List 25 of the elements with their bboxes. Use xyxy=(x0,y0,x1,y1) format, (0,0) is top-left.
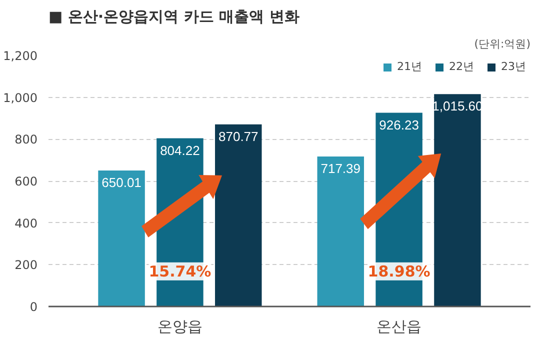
y-tick-label: 200 xyxy=(14,258,38,272)
legend-label: 23년 xyxy=(501,59,526,74)
legend-label: 21년 xyxy=(397,59,422,74)
legend-label: 22년 xyxy=(449,59,474,74)
data-label: 926.23 xyxy=(379,117,419,132)
data-label: 650.01 xyxy=(102,175,142,190)
bar xyxy=(434,94,481,306)
bar xyxy=(98,170,145,306)
y-tick-label: 1,000 xyxy=(3,90,38,105)
y-tick-label: 800 xyxy=(14,132,38,147)
text: (단위:억원) xyxy=(474,38,531,50)
bar xyxy=(215,124,262,306)
y-tick-label: 400 xyxy=(14,216,38,230)
data-label: 870.77 xyxy=(218,128,258,144)
annotation: 15.74% xyxy=(148,262,212,280)
chart-title: ■ 온산·온양읍지역 카드 매출액 변화 xyxy=(48,8,300,26)
y-tick-label: 0 xyxy=(30,300,38,314)
x-tick-label: 온산읍 xyxy=(376,318,422,336)
y-tick-label: 1,200 xyxy=(3,49,38,63)
annotation: 18.98% xyxy=(368,262,430,280)
y-tick-label: 600 xyxy=(14,174,38,188)
data-label: 804.22 xyxy=(160,142,200,158)
x-tick-label: 온양읍 xyxy=(157,318,202,336)
bar xyxy=(317,156,364,306)
data-label: 717.39 xyxy=(320,160,361,176)
